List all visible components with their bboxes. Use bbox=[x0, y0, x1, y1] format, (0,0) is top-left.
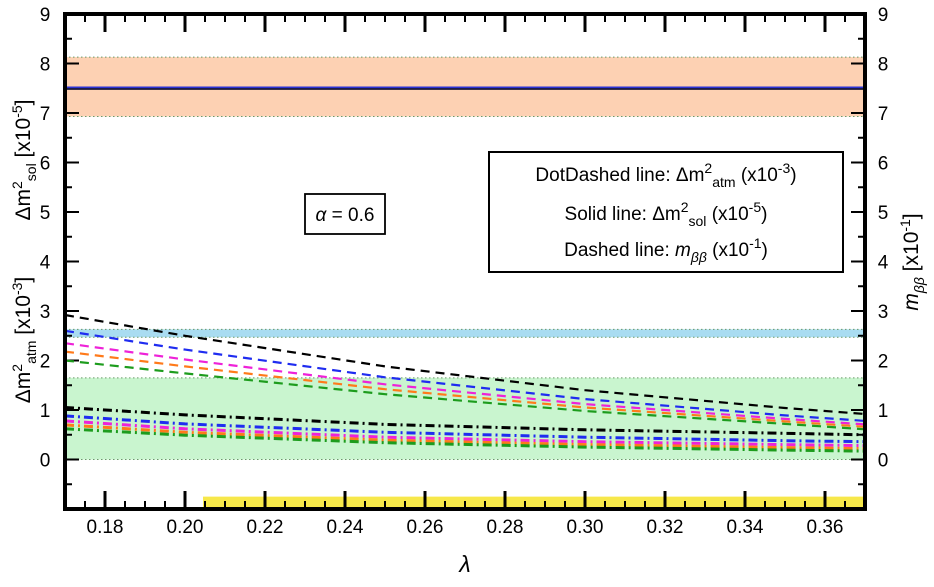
ylabel-top-exp: -5 bbox=[9, 105, 25, 118]
series bbox=[64, 86, 866, 453]
y-tick-label-left: 2 bbox=[40, 352, 51, 373]
atm-band bbox=[65, 329, 865, 338]
mbb-blue bbox=[64, 329, 866, 422]
y-tick-label-right: 4 bbox=[878, 253, 889, 274]
y-tick-label-right: 6 bbox=[878, 154, 889, 175]
ylabel-right-exp: -1 bbox=[897, 219, 913, 232]
y-tick-label-left: 6 bbox=[40, 154, 51, 175]
ylabel-bottom-sup: 2 bbox=[9, 364, 25, 372]
alpha-symbol: α bbox=[316, 205, 328, 226]
atm-black bbox=[64, 406, 866, 437]
legend-item-solid: Solid line: Δm2sol (x10-5) bbox=[565, 199, 768, 229]
x-tick-label: 0.32 bbox=[647, 517, 684, 538]
atm-magenta bbox=[64, 419, 866, 448]
mbb-green bbox=[64, 359, 866, 431]
y-axis-label-left-bottom: Δm2atm [x10-3] bbox=[9, 277, 39, 404]
x-tick-label: 0.24 bbox=[327, 517, 364, 538]
y-tick-label-left: 9 bbox=[40, 5, 51, 26]
legend-box bbox=[488, 151, 844, 273]
y-tick-label-left: 5 bbox=[40, 203, 51, 224]
ylabel-top-base: Δm bbox=[12, 189, 35, 221]
y-tick-label-right: 0 bbox=[878, 451, 889, 472]
ylabel-bottom-base: Δm bbox=[12, 372, 35, 404]
x-tick-labels: 0.18 0.20 0.22 0.24 0.26 0.28 0.30 0.32 0.34 0.36 bbox=[87, 517, 844, 538]
ylabel-right-sub: ββ bbox=[911, 277, 927, 294]
y-tick-label-right: 3 bbox=[878, 302, 889, 323]
y-axis-label-left-top: Δm2sol [x10-5] bbox=[9, 99, 39, 220]
legend-item-dashed: Dashed line: mββ (x10-1) bbox=[564, 235, 768, 265]
atm-green bbox=[64, 427, 866, 453]
ylabel-right-unit: [x10 bbox=[900, 232, 923, 278]
mbb-magenta bbox=[64, 342, 866, 426]
y-tick-label-left: 1 bbox=[40, 401, 51, 422]
ylabel-top-unit: [x10 bbox=[12, 118, 35, 164]
ylabel-bottom-close: ] bbox=[12, 277, 35, 283]
ylabel-bottom-unit: [x10 bbox=[12, 295, 35, 341]
plot-frame bbox=[63, 12, 867, 511]
y-tick-label-left: 7 bbox=[40, 104, 51, 125]
ylabel-right-close: ] bbox=[900, 213, 923, 219]
x-tick-label: 0.30 bbox=[567, 517, 604, 538]
ylabel-top-close: ] bbox=[12, 99, 35, 105]
mbb-orange bbox=[64, 350, 866, 428]
alpha-value: = 0.6 bbox=[326, 205, 374, 226]
y-tick-label-right: 2 bbox=[878, 352, 889, 373]
x-tick-label: 0.18 bbox=[87, 517, 124, 538]
legend-item-dotdashed: DotDashed line: Δm2atm (x10-3) bbox=[535, 160, 796, 190]
y-tick-labels: 0 0 1 1 2 2 3 3 4 4 5 5 6 6 7 7 8 8 9 9 bbox=[40, 5, 889, 472]
ylabel-right-base: m bbox=[900, 293, 923, 311]
alpha-box bbox=[304, 193, 386, 235]
ylabel-top-sup: 2 bbox=[9, 181, 25, 189]
y-tick-label-left: 8 bbox=[40, 55, 51, 76]
y-tick-label-right: 8 bbox=[878, 55, 889, 76]
y-tick-label-right: 9 bbox=[878, 5, 889, 26]
mbb-black bbox=[64, 313, 866, 416]
x-axis-label: λ bbox=[457, 551, 470, 577]
ylabel-bottom-sub: atm bbox=[23, 341, 39, 364]
x-tick-label: 0.36 bbox=[807, 517, 844, 538]
legend: DotDashed line: Δm2atm (x10-3) Solid lin… bbox=[488, 151, 844, 273]
svg-text:α = 0.6: α = 0.6 bbox=[316, 205, 375, 226]
y-tick-label-left: 3 bbox=[40, 302, 51, 323]
ylabel-bottom-exp: -3 bbox=[9, 282, 25, 295]
y-tick-label-left: 0 bbox=[40, 451, 51, 472]
ylabel-top-sub: sol bbox=[23, 163, 39, 181]
x-tick-label: 0.20 bbox=[167, 517, 204, 538]
y-axis-label-right: mββ [x10-1] bbox=[897, 213, 927, 310]
allowed-lambda-strip bbox=[203, 496, 865, 508]
x-tick-label: 0.34 bbox=[727, 517, 764, 538]
y-tick-label-left: 4 bbox=[40, 253, 51, 274]
y-tick-label-right: 1 bbox=[878, 401, 889, 422]
x-tick-label: 0.26 bbox=[407, 517, 444, 538]
y-tick-label-right: 7 bbox=[878, 104, 889, 125]
x-tick-label: 0.22 bbox=[247, 517, 284, 538]
y-tick-label-right: 5 bbox=[878, 203, 889, 224]
x-tick-label: 0.28 bbox=[487, 517, 524, 538]
alpha-annotation: α = 0.6 bbox=[304, 193, 386, 235]
atm-orange bbox=[64, 423, 866, 451]
atm-blue bbox=[64, 414, 866, 444]
